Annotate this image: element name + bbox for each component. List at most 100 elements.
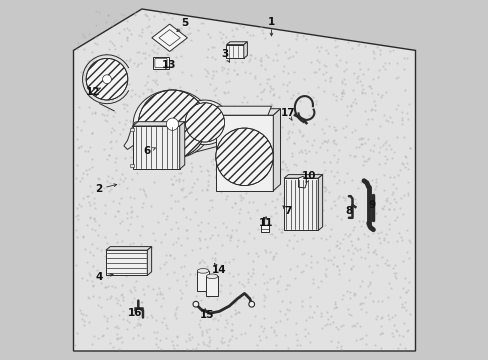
Point xyxy=(296,129,304,135)
Point xyxy=(232,142,240,148)
Point xyxy=(209,101,217,107)
Point xyxy=(135,321,143,327)
Point xyxy=(372,262,380,267)
Point xyxy=(316,235,324,240)
Point xyxy=(400,345,408,351)
Point xyxy=(81,246,89,252)
Point xyxy=(346,103,354,108)
Point xyxy=(288,92,296,98)
Point xyxy=(187,310,195,315)
Point xyxy=(261,66,268,72)
Point xyxy=(230,200,238,206)
Point xyxy=(152,118,160,124)
Point xyxy=(135,32,142,38)
Point xyxy=(221,90,229,96)
Point xyxy=(112,156,120,161)
Point xyxy=(285,46,292,52)
Point xyxy=(399,67,407,72)
Point xyxy=(346,266,354,272)
Point xyxy=(305,192,313,197)
Point xyxy=(137,267,145,273)
Point xyxy=(359,87,366,93)
Polygon shape xyxy=(273,109,280,191)
Point xyxy=(255,145,263,151)
Point xyxy=(396,195,404,201)
Point xyxy=(111,324,119,330)
Point xyxy=(90,333,98,339)
Point xyxy=(72,262,80,267)
Point xyxy=(225,238,233,243)
Point xyxy=(126,221,134,227)
Point xyxy=(250,55,258,61)
Point xyxy=(391,199,399,205)
Point xyxy=(368,148,376,154)
Point xyxy=(359,135,366,141)
Point xyxy=(386,175,393,180)
Point xyxy=(205,124,213,130)
Point xyxy=(101,210,109,216)
Point xyxy=(228,113,236,119)
Point xyxy=(122,37,130,43)
Point xyxy=(139,336,146,341)
Point xyxy=(216,312,224,318)
Point xyxy=(120,105,127,111)
Point xyxy=(247,273,255,279)
Point xyxy=(150,179,158,184)
Point xyxy=(357,82,365,88)
Point xyxy=(197,20,205,26)
Point xyxy=(334,271,342,277)
Point xyxy=(311,98,319,104)
Point xyxy=(322,274,329,279)
Point xyxy=(291,36,299,42)
Point xyxy=(405,239,413,244)
Point xyxy=(295,149,303,155)
Point xyxy=(402,161,410,166)
Point xyxy=(356,179,364,184)
Point xyxy=(182,338,189,343)
Point xyxy=(405,237,412,243)
Point xyxy=(184,335,192,341)
Point xyxy=(206,106,214,112)
Point xyxy=(355,67,363,72)
Point xyxy=(315,145,323,150)
Polygon shape xyxy=(180,100,229,145)
Point xyxy=(309,69,317,75)
Point xyxy=(203,99,211,105)
Point xyxy=(206,235,214,241)
Point xyxy=(236,194,244,200)
Point xyxy=(337,89,345,95)
Point xyxy=(346,238,354,244)
Point xyxy=(359,163,366,168)
Point xyxy=(100,112,107,118)
Point xyxy=(211,92,219,98)
Point xyxy=(279,158,286,164)
Point xyxy=(177,121,185,126)
Point xyxy=(325,78,333,84)
Point xyxy=(158,319,166,325)
Point xyxy=(305,170,313,176)
Point xyxy=(88,282,96,288)
Point xyxy=(239,115,246,121)
Point xyxy=(244,110,252,116)
Point xyxy=(144,283,152,288)
Point xyxy=(142,95,150,101)
Point xyxy=(383,118,391,124)
Point xyxy=(126,287,134,293)
Point xyxy=(240,94,248,100)
Point xyxy=(107,138,115,144)
Point xyxy=(314,284,322,290)
Point xyxy=(194,342,202,347)
Point xyxy=(256,24,264,30)
Point xyxy=(297,236,305,242)
Point xyxy=(404,166,411,172)
Point xyxy=(89,215,97,221)
Point xyxy=(255,333,263,339)
Point xyxy=(125,59,133,64)
Point xyxy=(351,100,359,106)
Point xyxy=(231,311,239,316)
Point xyxy=(134,316,142,321)
Bar xyxy=(215,115,273,191)
Point xyxy=(368,48,376,54)
Point xyxy=(221,260,228,265)
Point xyxy=(358,141,366,147)
